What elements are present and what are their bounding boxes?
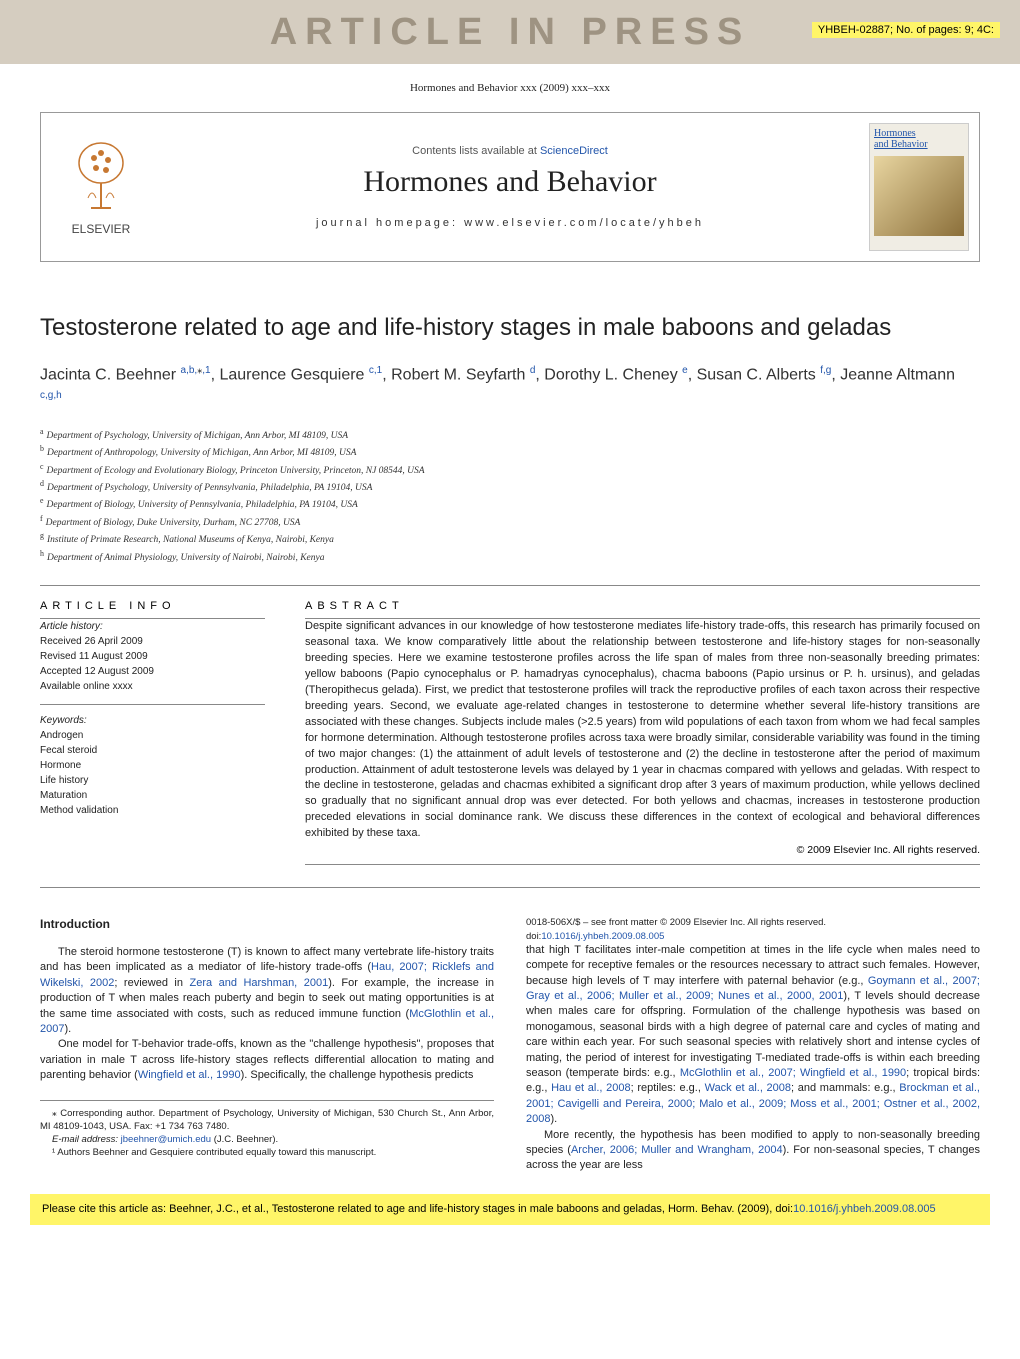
affiliation-h: hDepartment of Animal Physiology, Univer… (40, 548, 980, 565)
publisher-logo: ELSEVIER (41, 113, 161, 261)
intro-p3: that high T facilitates inter-male compe… (526, 943, 980, 1128)
affiliation-c: cDepartment of Ecology and Evolutionary … (40, 461, 980, 478)
article-info-column: ARTICLE INFO Article history: Received 2… (40, 600, 265, 865)
email-link[interactable]: jbeehner@umich.edu (121, 1134, 211, 1145)
email-line: E-mail address: jbeehner@umich.edu (J.C.… (40, 1133, 494, 1146)
keyword: Maturation (40, 788, 265, 803)
contents-available: Contents lists available at ScienceDirec… (412, 145, 608, 157)
intro-p4: More recently, the hypothesis has been m… (526, 1128, 980, 1174)
journal-reference: Hormones and Behavior xxx (2009) xxx–xxx (0, 82, 1020, 94)
intro-p1: The steroid hormone testosterone (T) is … (40, 945, 494, 1037)
homepage-url: www.elsevier.com/locate/yhbeh (464, 217, 704, 229)
intro-p2: One model for T-behavior trade-offs, kno… (40, 1037, 494, 1083)
affiliation-a: aDepartment of Psychology, University of… (40, 426, 980, 443)
affiliation-e: eDepartment of Biology, University of Pe… (40, 495, 980, 512)
abstract-column: ABSTRACT Despite significant advances in… (305, 600, 980, 865)
publisher-name: ELSEVIER (72, 222, 131, 236)
body-columns: Introduction The steroid hormone testost… (40, 916, 980, 1173)
header-center: Contents lists available at ScienceDirec… (161, 113, 859, 261)
keyword: Life history (40, 773, 265, 788)
keyword: Hormone (40, 758, 265, 773)
citation-doi-link[interactable]: 10.1016/j.yhbeh.2009.08.005 (793, 1203, 936, 1215)
journal-title: Hormones and Behavior (363, 165, 656, 199)
ref-link[interactable]: Hau et al., 2008 (551, 1082, 631, 1094)
article-title: Testosterone related to age and life-his… (40, 312, 980, 343)
date-received: Received 26 April 2009 (40, 634, 265, 649)
cover-title-2: and Behavior (874, 139, 928, 150)
date-accepted: Accepted 12 August 2009 (40, 664, 265, 679)
citation-footer: Please cite this article as: Beehner, J.… (30, 1194, 990, 1225)
issn-block: 0018-506X/$ – see front matter © 2009 El… (526, 916, 980, 943)
intro-heading: Introduction (40, 916, 494, 933)
corresponding-author: ⁎ Corresponding author. Department of Ps… (40, 1107, 494, 1134)
contents-prefix: Contents lists available at (412, 145, 540, 157)
ref-link[interactable]: Archer, 2006; Muller and Wrangham, 2004 (571, 1144, 783, 1156)
affiliation-b: bDepartment of Anthropology, University … (40, 443, 980, 460)
ref-link[interactable]: Wingfield et al., 1990 (138, 1069, 241, 1081)
doi-line: doi:10.1016/j.yhbeh.2009.08.005 (526, 930, 980, 943)
affiliations: aDepartment of Psychology, University of… (40, 426, 980, 565)
sciencedirect-link[interactable]: ScienceDirect (540, 145, 608, 157)
date-revised: Revised 11 August 2009 (40, 649, 265, 664)
affiliation-g: gInstitute of Primate Research, National… (40, 530, 980, 547)
keyword: Fecal steroid (40, 743, 265, 758)
homepage-prefix: journal homepage: (316, 217, 464, 229)
journal-homepage: journal homepage: www.elsevier.com/locat… (316, 217, 704, 229)
doi-link[interactable]: 10.1016/j.yhbeh.2009.08.005 (541, 931, 664, 942)
ref-link[interactable]: Wack et al., 2008 (705, 1082, 791, 1094)
cover-title-1: Hormones (874, 128, 916, 139)
abstract-copyright: © 2009 Elsevier Inc. All rights reserved… (305, 844, 980, 856)
footnotes: ⁎ Corresponding author. Department of Ps… (40, 1100, 494, 1160)
elsevier-tree-icon (66, 138, 136, 218)
abstract-text: Despite significant advances in our know… (305, 619, 980, 842)
abstract-heading: ABSTRACT (305, 600, 980, 612)
article-id-badge: YHBEH-02887; No. of pages: 9; 4C: (812, 22, 1000, 38)
in-press-banner: ARTICLE IN PRESS YHBEH-02887; No. of pag… (0, 0, 1020, 64)
affiliation-d: dDepartment of Psychology, University of… (40, 478, 980, 495)
ref-link[interactable]: Zera and Harshman, 2001 (189, 977, 328, 989)
keyword: Androgen (40, 728, 265, 743)
article-info-heading: ARTICLE INFO (40, 600, 265, 612)
equal-contribution: ¹ Authors Beehner and Gesquiere contribu… (40, 1146, 494, 1159)
journal-header: ELSEVIER Contents lists available at Sci… (40, 112, 980, 262)
issn-line: 0018-506X/$ – see front matter © 2009 El… (526, 916, 980, 929)
journal-cover: Hormones and Behavior (869, 123, 969, 251)
authors-list: Jacinta C. Beehner a,b,⁎,1, Laurence Ges… (40, 363, 980, 412)
citation-text: Please cite this article as: Beehner, J.… (42, 1203, 793, 1215)
history-label: Article history: (40, 619, 265, 634)
keyword: Method validation (40, 803, 265, 818)
affiliation-f: fDepartment of Biology, Duke University,… (40, 513, 980, 530)
ref-link[interactable]: McGlothlin et al., 2007; Wingfield et al… (680, 1067, 906, 1079)
cover-image (874, 156, 964, 236)
keywords-label: Keywords: (40, 713, 265, 728)
date-online: Available online xxxx (40, 679, 265, 694)
watermark-text: ARTICLE IN PRESS (270, 11, 751, 54)
